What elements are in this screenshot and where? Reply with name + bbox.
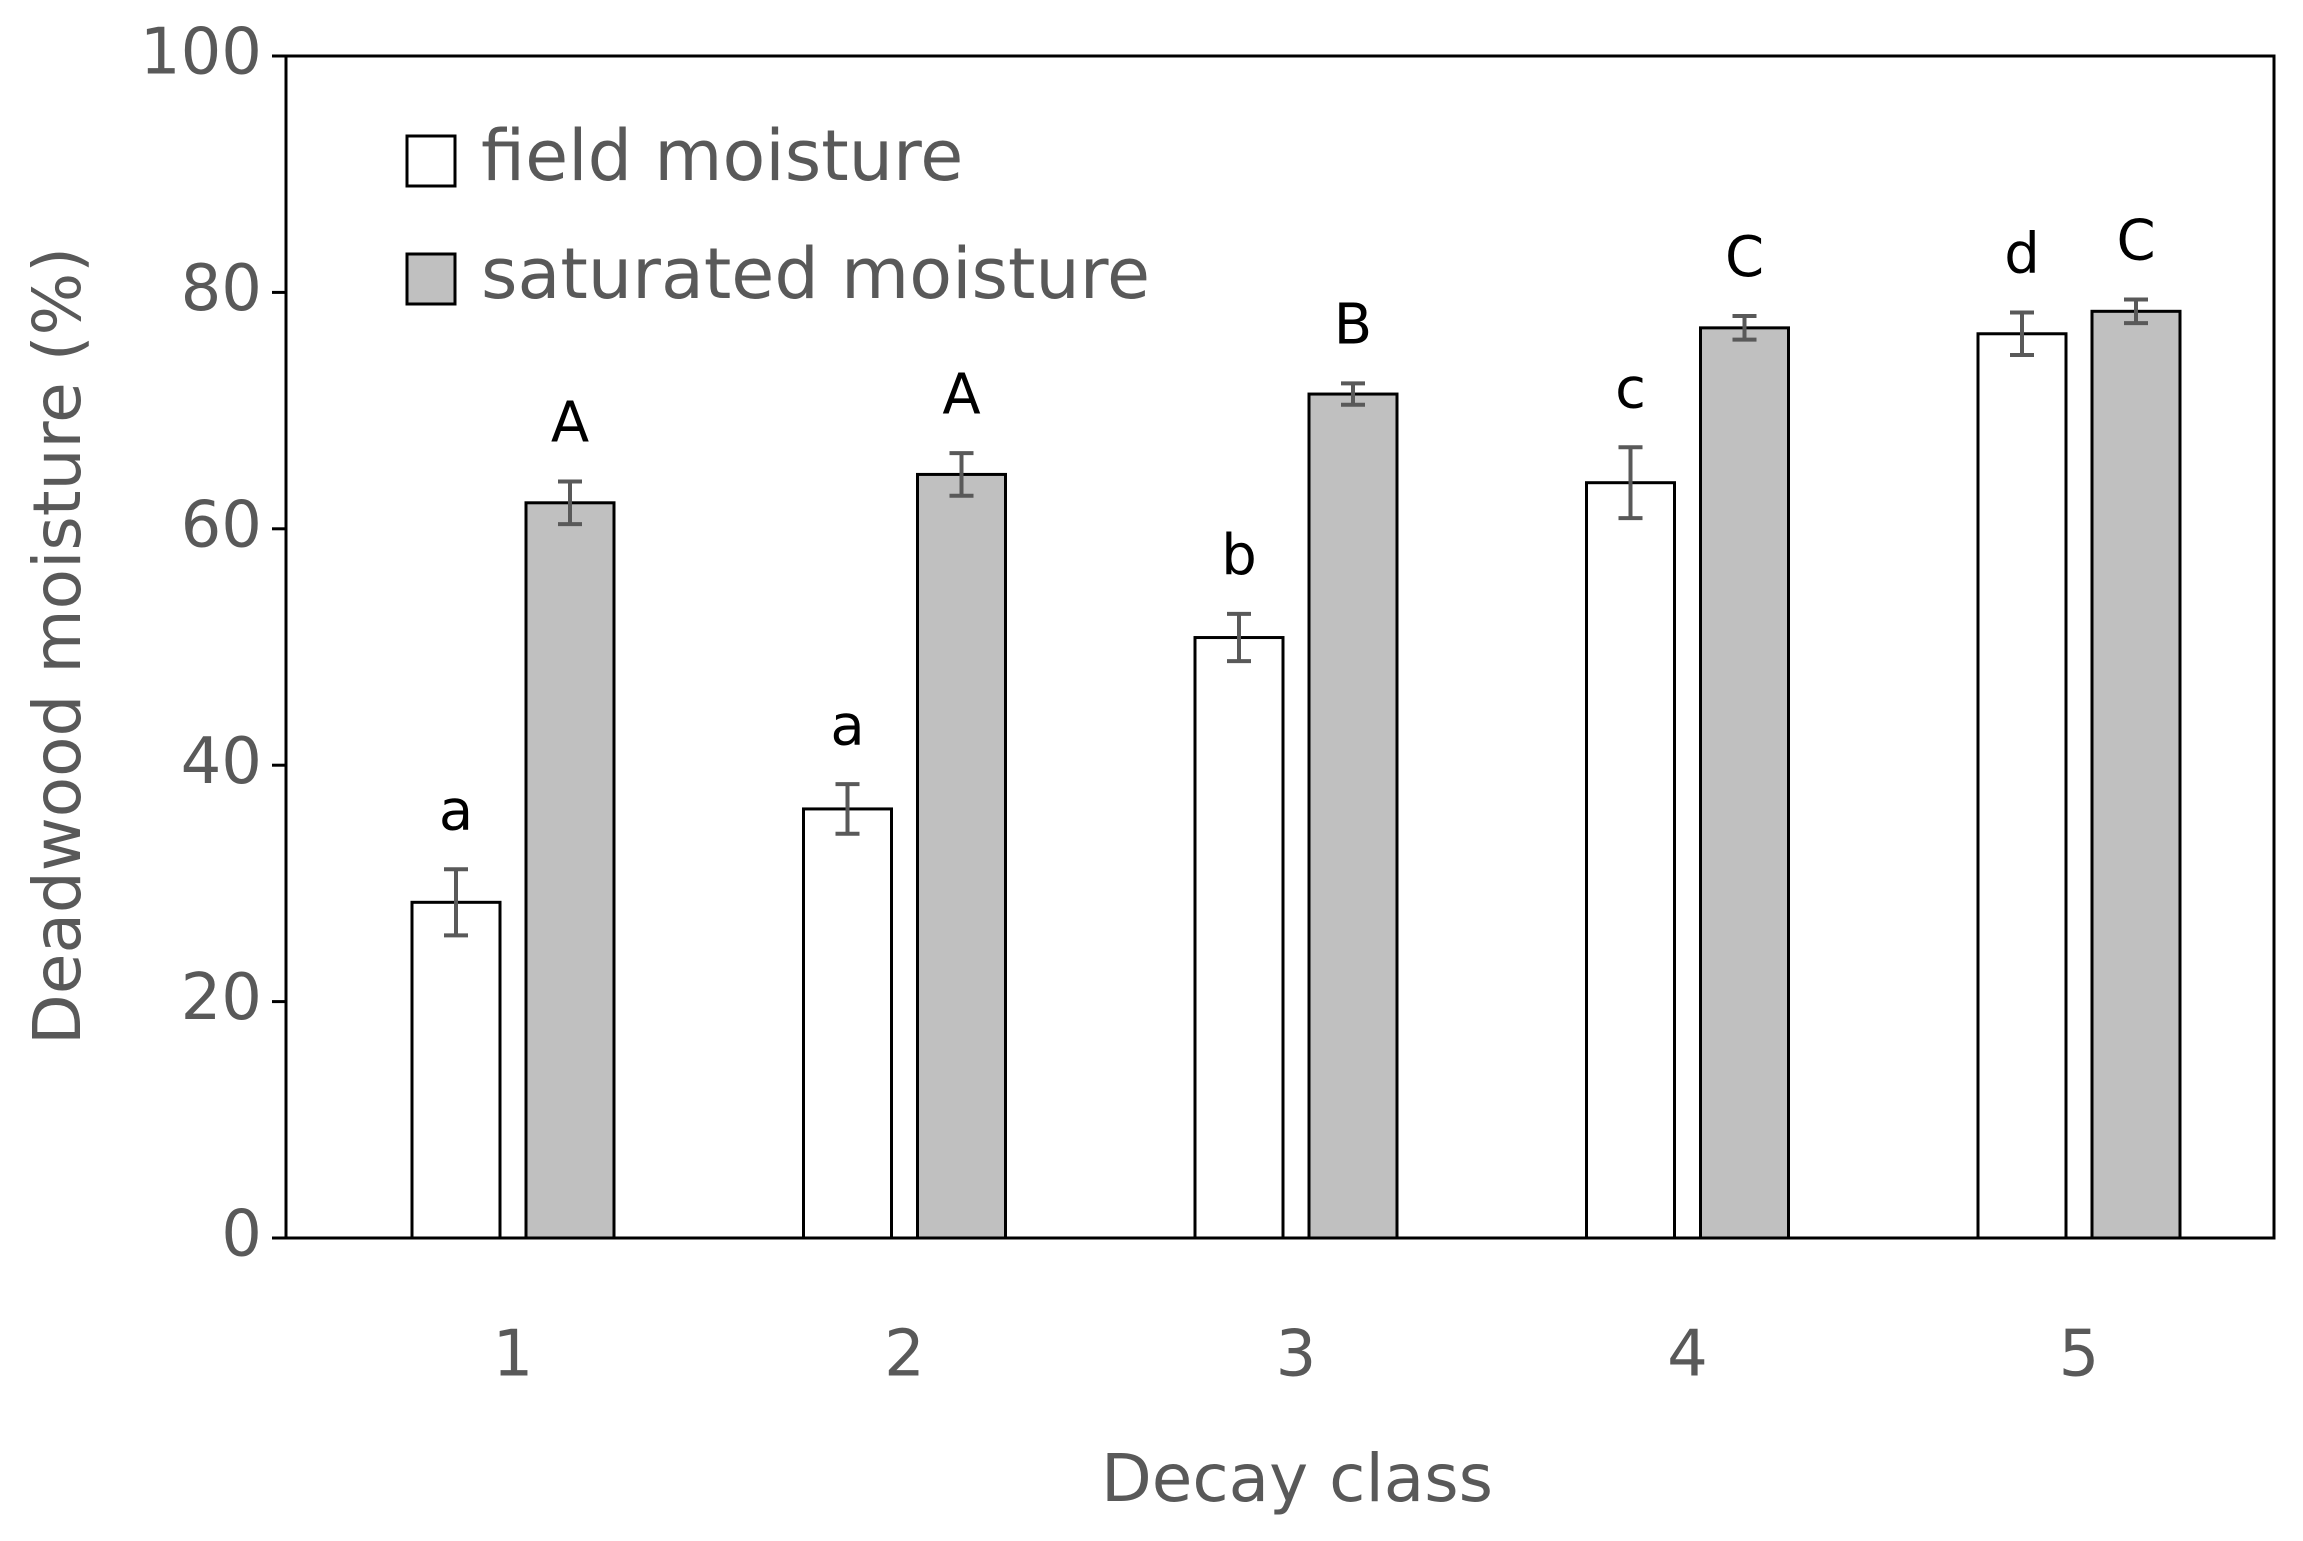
bar — [916, 472, 1007, 1240]
y-tick-label: 40 — [181, 725, 262, 799]
legend-swatch — [405, 134, 457, 188]
bar — [524, 501, 616, 1240]
bar — [1307, 392, 1399, 1240]
bar — [1976, 332, 2068, 1240]
y-tick-label: 80 — [181, 252, 262, 326]
significance-label: C — [1725, 225, 1764, 290]
error-bar — [444, 867, 468, 938]
bar — [2090, 309, 2182, 1240]
legend-label: saturated moisture — [481, 233, 1150, 315]
error-bar — [558, 479, 582, 527]
error-bar — [2010, 310, 2034, 358]
y-tick-label: 0 — [221, 1198, 262, 1272]
error-bar — [1732, 314, 1757, 342]
error-bar — [2124, 297, 2148, 326]
error-bar — [1618, 445, 1643, 521]
legend-swatch — [405, 252, 457, 306]
significance-label: c — [1615, 356, 1646, 421]
x-axis-title: Decay class — [1101, 1440, 1493, 1517]
y-axis-title: Deadwood moisture (%) — [19, 247, 96, 1045]
significance-label: A — [551, 391, 589, 456]
bar — [410, 900, 502, 1240]
y-tick-label: 100 — [140, 16, 262, 90]
error-bar — [949, 451, 974, 498]
error-bar — [1341, 381, 1365, 407]
x-tick-label: 2 — [884, 1318, 925, 1392]
y-tick-label: 60 — [181, 488, 262, 562]
y-tick-label: 20 — [181, 961, 262, 1035]
significance-label: b — [1221, 523, 1257, 588]
significance-label: a — [439, 778, 473, 843]
significance-label: C — [2116, 209, 2155, 274]
bar — [802, 807, 893, 1240]
significance-label: d — [2004, 222, 2040, 287]
significance-label: B — [1334, 293, 1372, 358]
bar — [1699, 326, 1790, 1240]
significance-label: a — [830, 693, 864, 758]
bar — [1585, 481, 1676, 1240]
x-tick-label: 4 — [1667, 1318, 1708, 1392]
bar — [1193, 636, 1285, 1240]
error-bar — [1227, 611, 1251, 664]
legend-label: field moisture — [481, 115, 963, 197]
x-tick-label: 1 — [493, 1318, 534, 1392]
x-tick-label: 3 — [1276, 1318, 1317, 1392]
error-bar — [835, 782, 860, 836]
significance-label: A — [942, 362, 980, 427]
x-tick-label: 5 — [2059, 1318, 2100, 1392]
